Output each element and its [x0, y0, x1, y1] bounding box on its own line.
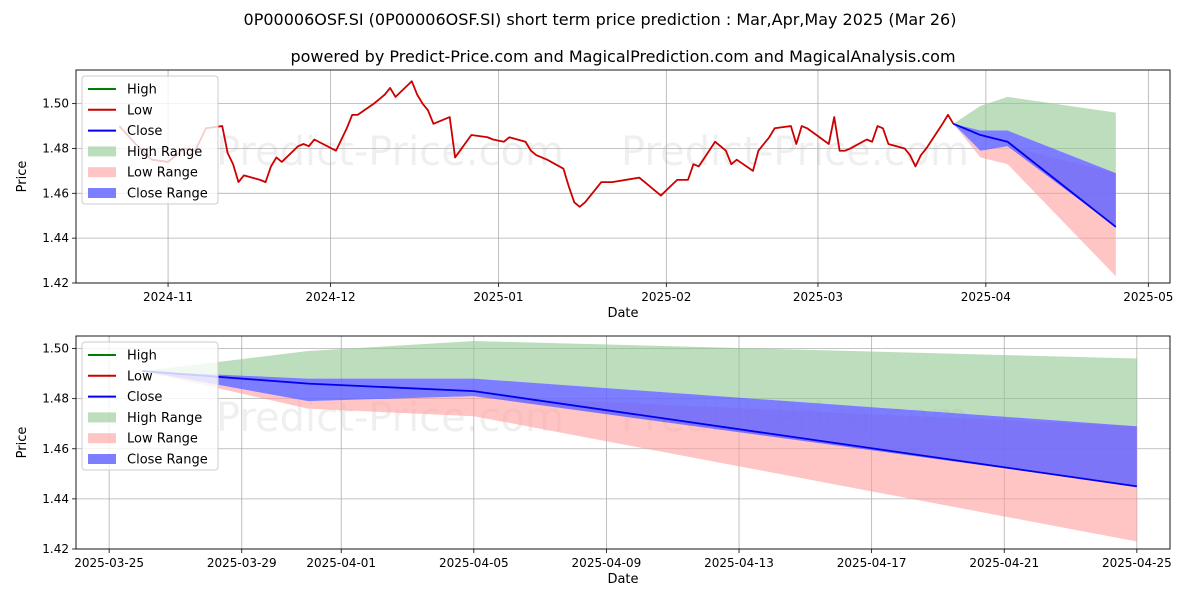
y-tick-label: 1.44: [42, 492, 69, 506]
y-tick-label: 1.48: [42, 141, 69, 155]
close-series-line: [142, 370, 1137, 488]
legend-label: High Range: [127, 145, 202, 160]
y-tick-label: 1.42: [42, 276, 69, 290]
legend-swatch-low-range: [88, 167, 116, 178]
y-tick-label: 1.48: [42, 392, 69, 406]
legend-swatch-high-range: [88, 412, 116, 423]
x-tick-label: 2025-03: [793, 290, 843, 304]
x-tick-label: 2025-03-25: [74, 556, 144, 570]
close-range-band: [953, 123, 1116, 227]
legend-label: Low Range: [127, 166, 198, 181]
x-tick-label: 2025-04-17: [837, 556, 907, 570]
legend-label: Low: [127, 103, 153, 118]
watermark-text: Predict-Price.com: [621, 129, 969, 175]
legend-label: High: [127, 83, 157, 98]
x-tick-label: 2025-04-01: [306, 556, 376, 570]
legend-label: Close: [127, 390, 162, 405]
high-range-band: [953, 96, 1116, 174]
x-axis-label: Date: [607, 572, 638, 587]
x-tick-label: 2025-04-05: [439, 556, 509, 570]
legend: High Low Close High Range Low Range Close Ran…: [81, 75, 219, 205]
x-axis-label: Date: [607, 306, 638, 321]
legend-label: Close Range: [127, 453, 208, 468]
watermark-text: Predict-Price.com: [216, 129, 564, 175]
legend-swatch-close-range: [88, 454, 116, 464]
y-tick-label: 1.50: [42, 97, 69, 111]
legend-label: Low Range: [127, 432, 198, 447]
legend: High Low Close High Range Low Range Close Ran…: [81, 341, 219, 471]
legend-swatch-high-range: [88, 146, 116, 157]
close-range-band: [142, 371, 1137, 487]
plot-frame: [75, 335, 1171, 550]
legend-label: Low: [127, 369, 153, 384]
x-tick-label: 2025-04-13: [704, 556, 774, 570]
close-series-line: [953, 122, 1117, 228]
legend-label: Close Range: [127, 187, 208, 202]
x-tick-label: 2025-02: [641, 290, 691, 304]
x-tick-label: 2025-04: [961, 290, 1011, 304]
plot-frame: [75, 69, 1171, 284]
upper-panel: Predict-Price.com Predict-Price.com 2024-1…: [15, 69, 1173, 321]
legend-label: Close: [127, 124, 162, 139]
legend-swatch-close-range: [88, 188, 116, 198]
high-range-band: [142, 341, 1137, 427]
legend-swatch-low-range: [88, 433, 116, 444]
legend-label: High: [127, 349, 157, 364]
x-tick-label: 2025-03-29: [207, 556, 277, 570]
x-tick-label: 2025-04-09: [572, 556, 642, 570]
y-tick-label: 1.50: [42, 342, 69, 356]
y-axis-label: Price: [15, 427, 30, 459]
y-axis-label: Price: [15, 161, 30, 193]
x-tick-label: 2024-12: [305, 290, 355, 304]
legend-label: High Range: [127, 411, 202, 426]
y-tick-label: 1.46: [42, 186, 69, 200]
chart-subtitle: powered by Predict-Price.com and Magical…: [290, 47, 955, 66]
x-tick-label: 2025-05: [1123, 290, 1173, 304]
x-tick-label: 2025-04-25: [1102, 556, 1172, 570]
y-tick-label: 1.44: [42, 231, 69, 245]
y-tick-label: 1.46: [42, 442, 69, 456]
chart-title: 0P00006OSF.SI (0P00006OSF.SI) short term…: [244, 10, 957, 29]
x-tick-label: 2024-11: [143, 290, 193, 304]
x-tick-label: 2025-04-21: [969, 556, 1039, 570]
x-tick-label: 2025-01: [473, 290, 523, 304]
lower-panel: Predict-Price.comPredict-Price.com2025-0…: [15, 335, 1172, 587]
low-series-line: [118, 80, 955, 208]
y-tick-label: 1.42: [42, 542, 69, 556]
